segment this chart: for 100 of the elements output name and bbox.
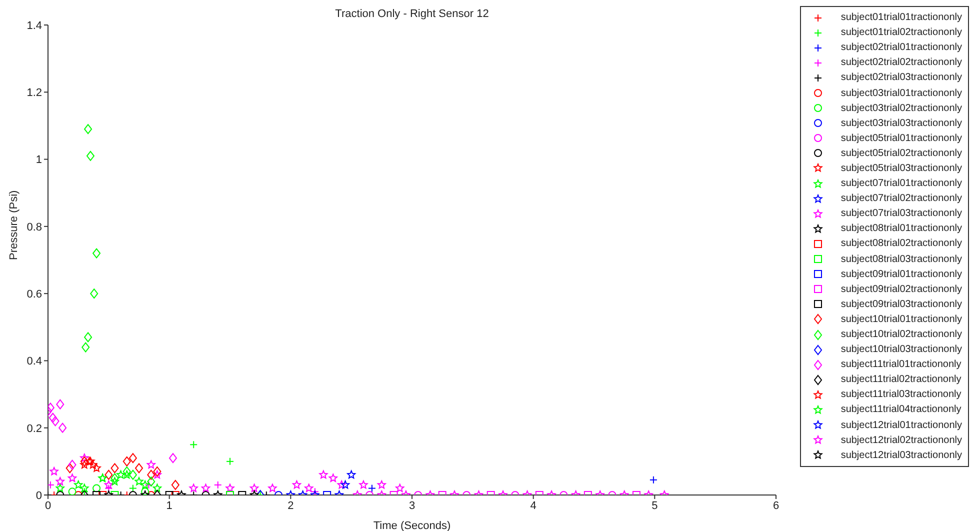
legend-label: subject02trial01tractiononly (840, 42, 962, 54)
legend-label: subject07trial01tractiononly (840, 178, 962, 190)
point (58, 422, 67, 433)
y-tick-label: 0.8 (26, 221, 42, 234)
point (80, 460, 89, 469)
point (56, 477, 64, 486)
point (147, 470, 156, 480)
y-tick-label: 0.2 (26, 422, 42, 435)
point (74, 480, 83, 489)
point (116, 470, 126, 479)
point (110, 463, 119, 474)
legend-label: subject10trial02tractiononly (840, 329, 962, 340)
x-tick-label: 3 (408, 500, 416, 512)
point (80, 456, 88, 466)
point (88, 460, 98, 469)
legend-label: subject09trial01tractiononly (840, 268, 962, 280)
point (68, 474, 77, 482)
legend-label: subject11trial01tractiononly (840, 359, 962, 370)
point (147, 476, 156, 487)
legend-label: subject01trial01tractiononly (840, 12, 962, 24)
point (110, 477, 120, 486)
point (319, 470, 328, 479)
y-tick-label: 0.6 (26, 288, 42, 300)
legend-label: subject12trial03tractiononly (840, 450, 962, 461)
point (146, 460, 156, 469)
legend-label: subject08trial01tractiononly (840, 223, 962, 234)
point (377, 480, 386, 489)
legend-label: subject05trial01tractiononly (840, 132, 962, 144)
legend-label: subject12trial02tractiononly (840, 434, 962, 446)
x-tick-label: 1 (166, 500, 172, 512)
legend-label: subject09trial02tractiononly (840, 284, 962, 295)
point (92, 484, 101, 492)
point (90, 288, 98, 299)
legend-label: subject01trial02tractiononly (840, 27, 962, 38)
point (56, 484, 64, 492)
point (104, 470, 113, 480)
point (250, 484, 259, 492)
legend-label: subject12trial01tractiononly (840, 420, 962, 431)
point (337, 480, 346, 489)
point (68, 488, 76, 495)
point (51, 416, 60, 426)
legend-label: subject11trial04tractiononly (840, 404, 962, 416)
point (82, 342, 90, 352)
point (128, 453, 137, 464)
point (304, 484, 314, 492)
x-tick-label: 5 (652, 500, 658, 512)
point (56, 399, 64, 410)
point (201, 484, 210, 492)
legend-label: subject05trial03tractiononly (840, 162, 962, 174)
legend-label: subject05trial02tractiononly (840, 148, 962, 159)
y-tick-label: 0 (36, 490, 42, 502)
legend-label: subject03trial02tractiononly (840, 102, 962, 114)
point (340, 480, 350, 489)
point (168, 453, 177, 464)
point (68, 460, 76, 470)
point (122, 456, 131, 466)
point (152, 470, 162, 479)
point (135, 463, 143, 474)
y-tick-label: 1.2 (26, 87, 42, 100)
chart-title: Traction Only - Right Sensor 12 (334, 8, 490, 20)
point (80, 454, 89, 462)
x-axis-title: Time (Seconds) (373, 520, 451, 531)
y-axis-title: Pressure (Psi) (8, 190, 20, 260)
y-tick-label: 1 (36, 154, 42, 166)
x-tick-label: 6 (772, 500, 780, 512)
point (110, 473, 119, 484)
point (189, 484, 198, 492)
point (66, 463, 74, 474)
legend-label: subject03trial01tractiononly (840, 88, 962, 99)
point (122, 470, 132, 479)
point (171, 480, 180, 490)
point (152, 484, 162, 492)
point (134, 477, 144, 486)
point (104, 480, 113, 489)
legend-label: subject02trial03tractiononly (840, 72, 962, 84)
x-tick-label: 2 (288, 500, 294, 512)
point (153, 466, 162, 476)
point (268, 484, 277, 492)
legend-label: subject11trial03tractiononly (840, 389, 962, 400)
point (80, 484, 89, 492)
y-tick-label: 0.4 (26, 356, 42, 368)
point (292, 480, 302, 489)
point (226, 484, 234, 492)
legend-label: subject10trial03tractiononly (840, 344, 962, 356)
legend-label: subject07trial02tractiononly (840, 193, 962, 204)
point (92, 464, 101, 472)
legend-label: subject07trial03tractiononly (840, 208, 962, 220)
legend-label: subject08trial03tractiononly (840, 254, 962, 265)
point (50, 467, 58, 476)
point (359, 480, 368, 489)
x-tick-label: 0 (44, 500, 52, 512)
point (84, 332, 92, 342)
legend-label: subject09trial03tractiononly (840, 298, 962, 310)
y-tick-label: 1.4 (26, 20, 42, 32)
legend-label: subject08trial02tractiononly (840, 238, 962, 250)
point (48, 412, 57, 423)
point (347, 470, 356, 479)
point (128, 470, 137, 480)
point (396, 484, 404, 492)
point (122, 466, 131, 476)
